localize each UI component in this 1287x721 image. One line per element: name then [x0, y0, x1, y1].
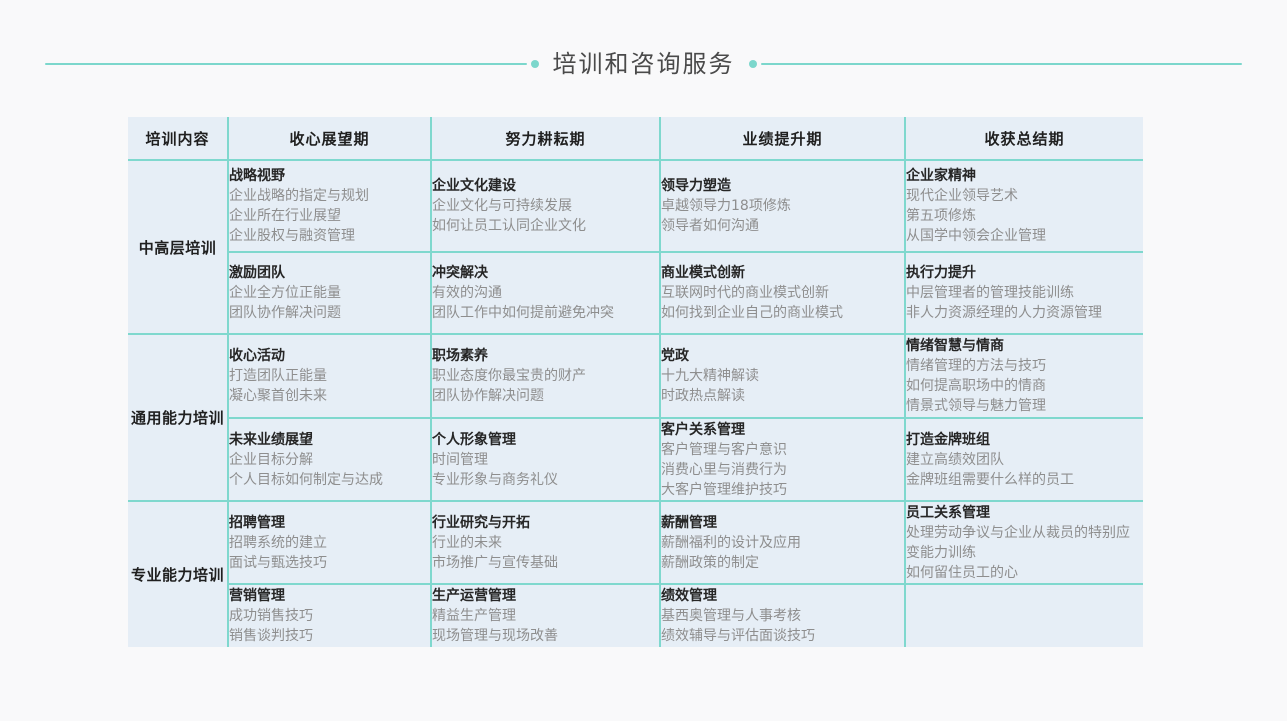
course-title: 营销管理 [229, 588, 285, 604]
table-row: 营销管理 成功销售技巧 销售谈判技巧 生产运营管理 精益生产管理 现场管理与现场… [128, 583, 1144, 648]
course-cell-empty [904, 583, 1144, 648]
course-cell: 招聘管理 招聘系统的建立 面试与甄选技巧 [227, 500, 432, 585]
column-header-phase-4: 收获总结期 [904, 116, 1144, 161]
course-cell: 未来业绩展望 企业目标分解 个人目标如何制定与达成 [227, 417, 432, 502]
course-cell: 冲突解决 有效的沟通 团队工作中如何提前避免冲突 [430, 251, 661, 335]
course-cell: 薪酬管理 薪酬福利的设计及应用 薪酬政策的制定 [659, 500, 906, 585]
course-topics: 情绪管理的方法与技巧 如何提高职场中的情商 情景式领导与魅力管理 [906, 358, 1046, 414]
title-rule-right [760, 63, 1242, 65]
course-title: 未来业绩展望 [229, 431, 313, 448]
course-topics: 企业文化与可持续发展 如何让员工认同企业文化 [432, 198, 586, 234]
row-group-label-professional: 专业能力培训 [127, 500, 229, 648]
course-title: 情绪智慧与情商 [906, 338, 1004, 354]
course-topics: 互联网时代的商业模式创新 如何找到企业自己的商业模式 [661, 285, 843, 321]
course-topics: 企业目标分解 个人目标如何制定与达成 [229, 451, 383, 488]
course-title: 生产运营管理 [432, 588, 516, 604]
course-topics: 职业态度你最宝贵的财产 团队协作解决问题 [432, 368, 586, 404]
course-title: 职场素养 [432, 348, 488, 364]
course-title: 薪酬管理 [661, 514, 717, 531]
course-title: 领导力塑造 [661, 178, 731, 194]
course-cell: 生产运营管理 精益生产管理 现场管理与现场改善 [430, 583, 661, 648]
table-row: 通用能力培训 收心活动 打造团队正能量 凝心聚首创未来 职场素养 职业态度你最宝… [127, 333, 1144, 502]
course-title: 客户关系管理 [661, 421, 745, 438]
course-cell: 执行力提升 中层管理者的管理技能训练 非人力资源经理的人力资源管理 [904, 251, 1144, 335]
column-header-phase-2: 努力耕耘期 [430, 116, 661, 161]
course-topics: 卓越领导力18项修炼 领导者如何沟通 [661, 198, 791, 234]
course-cell: 行业研究与开拓 行业的未来 市场推广与宣传基础 [430, 500, 661, 585]
course-topics: 中层管理者的管理技能训练 非人力资源经理的人力资源管理 [906, 285, 1102, 321]
course-cell: 商业模式创新 互联网时代的商业模式创新 如何找到企业自己的商业模式 [659, 251, 906, 335]
course-cell: 企业家精神 现代企业领导艺术 第五项修炼 从国学中领会企业管理 [904, 159, 1144, 253]
table-row: 激励团队 企业全方位正能量 团队协作解决问题 冲突解决 有效的沟通 团队工作中如… [128, 251, 1144, 335]
course-topics: 企业全方位正能量 团队协作解决问题 [229, 285, 341, 321]
course-title: 冲突解决 [432, 265, 488, 281]
course-title: 党政 [661, 348, 689, 364]
table-row: 专业能力培训 招聘管理 招聘系统的建立 面试与甄选技巧 行业研究与开拓 行业的未… [127, 500, 1144, 648]
course-cell: 客户关系管理 客户管理与客户意识 消费心里与消费行为 大客户管理维护技巧 [659, 417, 906, 502]
course-title: 行业研究与开拓 [432, 514, 530, 531]
course-cell: 激励团队 企业全方位正能量 团队协作解决问题 [227, 251, 432, 335]
course-topics: 基西奥管理与人事考核 绩效辅导与评估面谈技巧 [661, 608, 815, 644]
course-title: 打造金牌班组 [906, 431, 990, 448]
course-title: 商业模式创新 [661, 265, 745, 281]
course-title: 个人形象管理 [432, 431, 516, 448]
course-topics: 精益生产管理 现场管理与现场改善 [432, 608, 558, 644]
course-topics: 十九大精神解读 时政热点解读 [661, 368, 759, 404]
course-topics: 行业的未来 市场推广与宣传基础 [432, 534, 558, 571]
course-cell: 营销管理 成功销售技巧 销售谈判技巧 [227, 583, 432, 648]
course-topics: 建立高绩效团队 金牌班组需要什么样的员工 [906, 451, 1074, 488]
course-title: 绩效管理 [661, 588, 717, 604]
course-cell: 情绪智慧与情商 情绪管理的方法与技巧 如何提高职场中的情商 情景式领导与魅力管理 [904, 333, 1144, 419]
title-dot-left-icon [530, 60, 539, 68]
title-rule-left [45, 63, 527, 65]
course-cell: 企业文化建设 企业文化与可持续发展 如何让员工认同企业文化 [430, 159, 661, 253]
title-band: 培训和咨询服务 [45, 50, 1242, 78]
column-header-training-content: 培训内容 [127, 116, 229, 161]
table-row: 中高层培训 战略视野 企业战略的指定与规划 企业所在行业展望 企业股权与融资管理… [127, 159, 1144, 335]
course-topics: 处理劳动争议与企业从裁员的特别应变能力训练 如何留住员工的心 [906, 524, 1130, 581]
course-title: 员工关系管理 [906, 504, 990, 521]
course-cell: 个人形象管理 时间管理 专业形象与商务礼仪 [430, 417, 661, 502]
course-title: 战略视野 [229, 168, 285, 184]
course-cell: 党政 十九大精神解读 时政热点解读 [659, 333, 906, 419]
course-topics: 时间管理 专业形象与商务礼仪 [432, 451, 558, 488]
course-cell: 绩效管理 基西奥管理与人事考核 绩效辅导与评估面谈技巧 [659, 583, 906, 648]
course-topics: 招聘系统的建立 面试与甄选技巧 [229, 534, 327, 571]
course-topics: 有效的沟通 团队工作中如何提前避免冲突 [432, 285, 614, 321]
course-topics: 客户管理与客户意识 消费心里与消费行为 大客户管理维护技巧 [661, 441, 787, 498]
course-cell: 领导力塑造 卓越领导力18项修炼 领导者如何沟通 [659, 159, 906, 253]
course-cell: 打造金牌班组 建立高绩效团队 金牌班组需要什么样的员工 [904, 417, 1144, 502]
course-title: 招聘管理 [229, 514, 285, 531]
table-row: 未来业绩展望 企业目标分解 个人目标如何制定与达成 个人形象管理 时间管理 专业… [128, 417, 1144, 502]
course-title: 收心活动 [229, 348, 285, 364]
course-topics: 打造团队正能量 凝心聚首创未来 [229, 368, 327, 404]
course-cell: 职场素养 职业态度你最宝贵的财产 团队协作解决问题 [430, 333, 661, 419]
course-title: 激励团队 [229, 265, 285, 281]
course-title: 执行力提升 [906, 265, 976, 281]
column-header-phase-1: 收心展望期 [227, 116, 432, 161]
row-group-label-general: 通用能力培训 [127, 333, 229, 502]
title-dot-right-icon [748, 60, 757, 68]
training-schedule-table: 培训内容 收心展望期 努力耕耘期 业绩提升期 收获总结期 中高层培训 战略视野 … [127, 116, 1144, 648]
course-topics: 薪酬福利的设计及应用 薪酬政策的制定 [661, 534, 801, 571]
course-topics: 现代企业领导艺术 第五项修炼 从国学中领会企业管理 [906, 188, 1046, 244]
course-cell: 战略视野 企业战略的指定与规划 企业所在行业展望 企业股权与融资管理 [227, 159, 432, 253]
course-topics: 成功销售技巧 销售谈判技巧 [229, 608, 313, 644]
page-title: 培训和咨询服务 [552, 50, 735, 78]
course-topics: 企业战略的指定与规划 企业所在行业展望 企业股权与融资管理 [229, 188, 369, 244]
row-group-label-senior: 中高层培训 [127, 159, 229, 335]
header-row: 培训内容 收心展望期 努力耕耘期 业绩提升期 收获总结期 [127, 116, 1144, 161]
course-cell: 收心活动 打造团队正能量 凝心聚首创未来 [227, 333, 432, 419]
course-title: 企业家精神 [906, 168, 976, 184]
column-header-phase-3: 业绩提升期 [659, 116, 906, 161]
course-title: 企业文化建设 [432, 178, 516, 194]
course-cell: 员工关系管理 处理劳动争议与企业从裁员的特别应变能力训练 如何留住员工的心 [904, 500, 1144, 585]
